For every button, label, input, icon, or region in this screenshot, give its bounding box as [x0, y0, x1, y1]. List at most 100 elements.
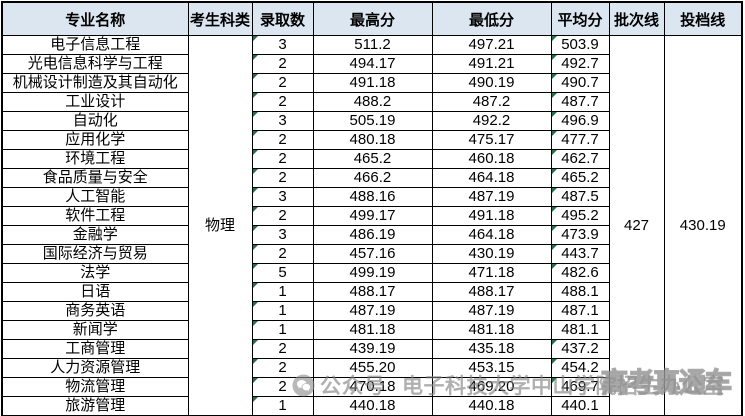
- max-score-cell: 470.18: [312, 377, 433, 397]
- major-name-cell: 工业设计: [1, 92, 189, 112]
- major-name-cell: 环境工程: [1, 149, 189, 169]
- col-header-min-score: 最低分: [431, 1, 552, 36]
- table-row: 旅游管理 1 440.18 440.18 440.1: [1, 396, 742, 416]
- table-row: 国际经济与贸易 2 457.16 430.19 443.7: [1, 244, 742, 264]
- major-name-cell: 金融学: [1, 225, 189, 245]
- major-name-cell: 旅游管理: [1, 396, 189, 416]
- avg-score-cell: 496.9: [550, 111, 610, 131]
- avg-score-cell: 437.2: [550, 339, 610, 359]
- max-score-cell: 488.2: [312, 92, 433, 112]
- major-name-cell: 国际经济与贸易: [1, 244, 189, 264]
- admit-count-cell: 3: [251, 187, 314, 207]
- min-score-cell: 497.21: [431, 35, 552, 55]
- min-score-cell: 435.18: [431, 339, 552, 359]
- admit-count-cell: 1: [251, 396, 314, 416]
- min-score-cell: 475.17: [431, 130, 552, 150]
- admit-count-cell: 2: [251, 92, 314, 112]
- min-score-cell: 469.20: [431, 377, 552, 397]
- max-score-cell: 488.17: [312, 282, 433, 302]
- avg-score-cell: 469.7: [550, 377, 610, 397]
- admit-count-cell: 2: [251, 54, 314, 74]
- max-score-cell: 457.16: [312, 244, 433, 264]
- max-score-cell: 499.17: [312, 206, 433, 226]
- admit-count-cell: 3: [251, 111, 314, 131]
- major-name-cell: 自动化: [1, 111, 189, 131]
- avg-score-cell: 462.7: [550, 149, 610, 169]
- col-header-count: 录取数: [251, 1, 314, 36]
- table-row: 商务英语 1 487.19 487.19 487.1: [1, 301, 742, 321]
- avg-score-cell: 503.9: [550, 35, 610, 55]
- admit-count-cell: 2: [251, 339, 314, 359]
- major-name-cell: 应用化学: [1, 130, 189, 150]
- admit-count-cell: 2: [251, 358, 314, 378]
- avg-score-cell: 482.6: [550, 263, 610, 283]
- max-score-cell: 481.18: [312, 320, 433, 340]
- avg-score-cell: 495.2: [550, 206, 610, 226]
- max-score-cell: 439.19: [312, 339, 433, 359]
- admit-count-cell: 2: [251, 206, 314, 226]
- table-row: 人工智能 3 488.16 487.19 487.5: [1, 187, 742, 207]
- admit-count-cell: 2: [251, 377, 314, 397]
- admit-count-cell: 2: [251, 73, 314, 93]
- min-score-cell: 490.19: [431, 73, 552, 93]
- header-row: 专业名称 考生科类 录取数 最高分 最低分 平均分 批次线 投档线: [1, 1, 743, 36]
- filing-line-cell: 430.19: [663, 35, 743, 416]
- batch-line-cell: 427: [608, 35, 665, 416]
- min-score-cell: 488.17: [431, 282, 552, 302]
- admit-count-cell: 2: [251, 130, 314, 150]
- avg-score-cell: 481.1: [550, 320, 610, 340]
- avg-score-cell: 477.7: [550, 130, 610, 150]
- col-header-max-score: 最高分: [312, 1, 433, 36]
- major-name-cell: 机械设计制造及其自动化: [1, 73, 189, 93]
- min-score-cell: 487.19: [431, 301, 552, 321]
- min-score-cell: 464.18: [431, 168, 552, 188]
- admit-count-cell: 5: [251, 263, 314, 283]
- major-name-cell: 人工智能: [1, 187, 189, 207]
- admit-count-cell: 3: [251, 225, 314, 245]
- max-score-cell: 440.18: [312, 396, 433, 416]
- min-score-cell: 440.18: [431, 396, 552, 416]
- min-score-cell: 453.15: [431, 358, 552, 378]
- table-row: 机械设计制造及其自动化 2 491.18 490.19 490.7: [1, 73, 742, 93]
- avg-score-cell: 488.1: [550, 282, 610, 302]
- admit-count-cell: 3: [251, 35, 314, 55]
- avg-score-cell: 440.1: [550, 396, 610, 416]
- admit-count-cell: 1: [251, 320, 314, 340]
- table-row: 电子信息工程 物理 3 511.2 497.21 503.9 427 430.19: [1, 35, 743, 416]
- admit-count-cell: 1: [251, 301, 314, 321]
- admit-count-cell: 2: [251, 168, 314, 188]
- avg-score-cell: 490.7: [550, 73, 610, 93]
- avg-score-cell: 487.5: [550, 187, 610, 207]
- col-header-subject: 考生科类: [187, 1, 253, 36]
- max-score-cell: 494.17: [312, 54, 433, 74]
- max-score-cell: 488.16: [312, 187, 433, 207]
- table-row: 自动化 3 505.19 492.2 496.9: [1, 111, 742, 131]
- admit-count-cell: 2: [251, 244, 314, 264]
- col-header-batch-line: 批次线: [608, 1, 665, 36]
- avg-score-cell: 443.7: [550, 244, 610, 264]
- min-score-cell: 481.18: [431, 320, 552, 340]
- major-name-cell: 人力资源管理: [1, 358, 189, 378]
- subject-category-cell: 物理: [187, 35, 253, 416]
- min-score-cell: 460.18: [431, 149, 552, 169]
- min-score-cell: 487.19: [431, 187, 552, 207]
- avg-score-cell: 487.1: [550, 301, 610, 321]
- major-name-cell: 商务英语: [1, 301, 189, 321]
- major-name-cell: 电子信息工程: [1, 35, 189, 55]
- col-header-major: 专业名称: [1, 1, 189, 36]
- major-name-cell: 日语: [1, 282, 189, 302]
- max-score-cell: 511.2: [312, 35, 433, 55]
- min-score-cell: 471.18: [431, 263, 552, 283]
- avg-score-cell: 492.7: [550, 54, 610, 74]
- max-score-cell: 505.19: [312, 111, 433, 131]
- table-row: 食品质量与安全 2 466.2 464.18 465.2: [1, 168, 742, 188]
- major-name-cell: 物流管理: [1, 377, 189, 397]
- max-score-cell: 499.19: [312, 263, 433, 283]
- table-row: 法学 5 499.19 471.18 482.6: [1, 263, 742, 283]
- major-name-cell: 工商管理: [1, 339, 189, 359]
- avg-score-cell: 473.9: [550, 225, 610, 245]
- avg-score-cell: 487.7: [550, 92, 610, 112]
- table-row: 环境工程 2 465.2 460.18 462.7: [1, 149, 742, 169]
- min-score-cell: 492.2: [431, 111, 552, 131]
